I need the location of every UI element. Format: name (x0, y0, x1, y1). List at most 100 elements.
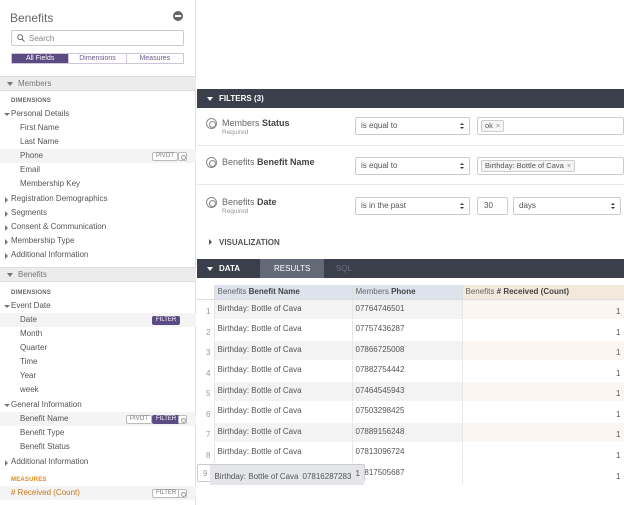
cell-received-count: 1 (462, 422, 624, 443)
group-membership-type[interactable]: Membership Type (0, 234, 196, 248)
filter-field-name: Members Status (222, 118, 290, 128)
dimensions-label: DIMENSIONS (11, 290, 52, 296)
cell-phone: 07503298425 (352, 401, 463, 423)
view-header-members[interactable]: Members (0, 76, 196, 91)
group-personal-details[interactable]: Personal Details (0, 107, 196, 121)
unit-select[interactable]: days (513, 197, 621, 215)
group-consent-communication[interactable]: Consent & Communication (0, 220, 196, 234)
row-number: 8 (197, 442, 215, 464)
value-input[interactable]: ok × (477, 117, 624, 135)
filter-button[interactable]: FILTER (152, 316, 181, 325)
select-arrows-icon (460, 163, 464, 169)
group-additional-information[interactable]: Additional Information (0, 248, 196, 262)
filter-field-name: Benefits Date (222, 197, 277, 207)
group-event-date[interactable]: Event Date (0, 299, 196, 313)
sidebar-title: Benefits (10, 11, 54, 25)
gear-icon[interactable] (206, 157, 217, 168)
group-general-information[interactable]: General Information (0, 398, 196, 412)
tab-all-fields[interactable]: All Fields (12, 54, 70, 63)
gear-icon[interactable] (206, 118, 217, 129)
value-input[interactable]: Birthday: Bottle of Cava × (477, 157, 624, 175)
tab-results[interactable]: RESULTS (260, 259, 325, 278)
cell-benefit-name: Birthday: Bottle of Cava (214, 401, 353, 423)
operator-select[interactable]: is equal to (355, 157, 470, 175)
tab-measures[interactable]: Measures (139, 55, 171, 62)
number-input[interactable]: 30 (477, 197, 508, 215)
tab-sql[interactable]: SQL (336, 264, 353, 273)
caret-right-icon (5, 197, 8, 203)
visualization-header[interactable]: VISUALIZATION (197, 232, 624, 252)
group-segments[interactable]: Segments (0, 206, 196, 220)
table-row: 4 Birthday: Bottle of Cava 07882754442 1 (197, 360, 624, 382)
cell-phone: 07889156248 (352, 422, 463, 443)
field-email[interactable]: Email (20, 165, 41, 174)
row-number: 9 (203, 464, 212, 486)
column-header-received-count[interactable]: Benefits # Received (Count) (462, 285, 624, 300)
field-month[interactable]: Month (20, 329, 43, 338)
caret-right-icon (5, 211, 8, 217)
caret-down-icon (4, 305, 10, 308)
filter-row-benefits-date: Benefits Date Required is in the past 30… (197, 187, 624, 225)
column-header-benefit-name[interactable]: Benefits Benefit Name (214, 285, 353, 300)
field-info-icon[interactable] (178, 152, 187, 161)
cell-received-count: 1 (462, 442, 624, 464)
table-row: 3 Birthday: Bottle of Cava 07866725008 1 (197, 340, 624, 361)
field-benefit-name[interactable]: Benefit Name PIVOT FILTER (0, 412, 196, 426)
measures-label: MEASURES (11, 477, 47, 483)
cell-phone: 07464545943 (352, 381, 463, 402)
tab-dimensions[interactable]: Dimensions (69, 54, 127, 63)
field-phone[interactable]: Phone PIVOT (0, 149, 196, 163)
pivot-button[interactable]: PIVOT (152, 152, 179, 161)
field-received-count[interactable]: # Received (Count) FILTER (0, 486, 196, 500)
filters-header[interactable]: FILTERS (3) (197, 89, 624, 108)
row-number: 2 (197, 319, 215, 341)
remove-icon[interactable]: × (566, 161, 572, 170)
field-membership-key[interactable]: Membership Key (20, 179, 81, 188)
row-number: 1 (197, 299, 215, 320)
row-number: 4 (197, 360, 215, 382)
collapse-triangle-icon (207, 97, 213, 101)
cell-phone: 07813096724 (352, 442, 463, 464)
filter-button[interactable]: FILTER (152, 489, 181, 498)
collapse-icon[interactable] (173, 11, 183, 21)
cell-phone: 07817505687 (352, 463, 463, 485)
operator-select[interactable]: is in the past (355, 197, 470, 215)
field-first-name[interactable]: First Name (20, 123, 60, 132)
collapse-triangle-icon (207, 267, 213, 271)
field-last-name[interactable]: Last Name (20, 137, 59, 146)
field-benefit-status[interactable]: Benefit Status (20, 442, 70, 451)
gear-icon[interactable] (206, 197, 217, 208)
cell-benefit-name: Birthday: Bottle of Cava (214, 340, 353, 361)
table-row: 8 Birthday: Bottle of Cava 07813096724 1 (197, 442, 624, 464)
field-date[interactable]: Date FILTER (0, 313, 196, 327)
column-header-phone[interactable]: Members Phone (352, 285, 463, 300)
group-additional-information[interactable]: Additional Information (0, 455, 196, 469)
field-year[interactable]: Year (20, 371, 37, 380)
view-label: Members (18, 79, 52, 88)
field-week[interactable]: week (20, 385, 39, 394)
row-number: 6 (197, 401, 215, 423)
table-row: 1 Birthday: Bottle of Cava 07764746501 1 (197, 299, 624, 320)
field-benefit-type[interactable]: Benefit Type (20, 428, 65, 437)
field-time[interactable]: Time (20, 357, 38, 366)
results-table: Benefits Benefit Name Members Phone Bene… (197, 285, 624, 486)
cell-received-count: 1 (351, 464, 364, 486)
field-quarter[interactable]: Quarter (20, 343, 48, 352)
filter-button[interactable]: FILTER (152, 415, 181, 424)
view-header-benefits[interactable]: Benefits (0, 267, 196, 282)
collapse-triangle-icon (7, 273, 13, 277)
pivot-button[interactable]: PIVOT (126, 415, 153, 424)
group-registration-demographics[interactable]: Registration Demographics (0, 192, 196, 206)
operator-select[interactable]: is equal to (355, 117, 470, 135)
caret-right-icon (5, 225, 8, 231)
value-token: ok × (481, 120, 505, 132)
field-info-icon[interactable] (178, 415, 187, 424)
table-row: 5 Birthday: Bottle of Cava 07464545943 1 (197, 381, 624, 402)
search-input[interactable] (29, 32, 179, 44)
caret-right-icon (209, 239, 212, 245)
cell-benefit-name: Birthday: Bottle of Cava (214, 422, 353, 443)
field-info-icon[interactable] (178, 489, 187, 498)
remove-icon[interactable]: × (495, 121, 501, 130)
caret-right-icon (5, 239, 8, 245)
data-header[interactable]: DATA RESULTS SQL (197, 259, 624, 278)
